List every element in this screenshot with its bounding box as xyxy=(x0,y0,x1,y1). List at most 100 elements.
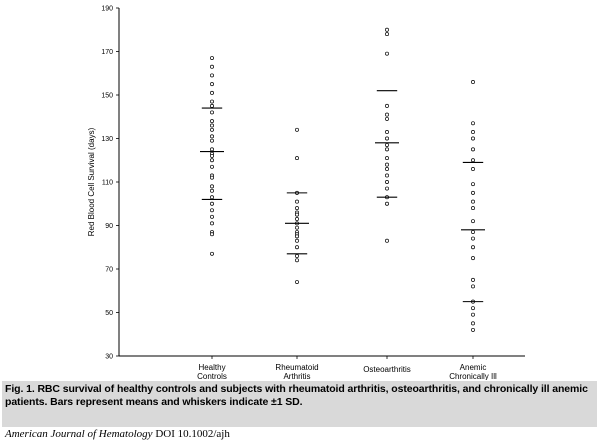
data-point xyxy=(471,256,475,261)
data-point xyxy=(295,258,299,263)
data-point xyxy=(210,73,214,78)
data-point xyxy=(385,103,389,108)
y-tick-label: 30 xyxy=(105,354,113,361)
data-point xyxy=(210,110,214,115)
data-point xyxy=(471,312,475,317)
data-point xyxy=(295,199,299,204)
data-point xyxy=(385,162,389,167)
data-point xyxy=(210,134,214,139)
data-point xyxy=(385,51,389,56)
data-point xyxy=(210,208,214,213)
data-point xyxy=(385,147,389,152)
data-point xyxy=(471,321,475,326)
caption-background xyxy=(2,381,597,427)
data-point xyxy=(385,27,389,32)
data-point xyxy=(471,327,475,332)
data-point xyxy=(471,230,475,234)
data-point xyxy=(385,32,389,37)
data-point xyxy=(210,82,214,87)
data-point xyxy=(471,245,475,250)
data-point xyxy=(471,206,475,211)
data-point xyxy=(471,182,475,187)
data-point xyxy=(295,217,299,221)
data-point xyxy=(295,127,299,132)
data-point xyxy=(210,153,214,158)
data-point xyxy=(210,221,214,226)
data-point xyxy=(295,206,299,211)
y-tick-label: 90 xyxy=(105,223,113,230)
data-point xyxy=(295,212,299,217)
journal-citation: American Journal of Hematology DOI 10.10… xyxy=(5,428,230,440)
y-axis-ticks: 30 50 70 90 110 130 150 170 190 xyxy=(101,6,474,361)
category-label: Rheumatoid xyxy=(275,363,318,372)
data-point xyxy=(210,64,214,69)
data-point xyxy=(210,232,214,237)
data-point xyxy=(210,138,214,143)
data-point xyxy=(471,306,475,311)
category-label: Arthritis xyxy=(283,372,310,380)
data-point xyxy=(385,186,389,191)
data-point xyxy=(210,99,214,104)
data-point xyxy=(210,103,214,108)
category-label: Osteoarthritis xyxy=(363,365,411,374)
plot-axes xyxy=(118,8,525,357)
data-point xyxy=(385,173,389,178)
data-point xyxy=(471,136,475,141)
data-point xyxy=(210,201,214,206)
data-point xyxy=(295,234,299,239)
category-label: Healthy xyxy=(198,363,225,372)
data-point xyxy=(210,158,214,163)
data-point xyxy=(295,156,299,161)
category-label: Chronically Ill xyxy=(449,372,497,380)
journal-doi: DOI 10.1002/ajh xyxy=(155,428,230,440)
data-point xyxy=(471,190,475,195)
data-point xyxy=(210,184,214,189)
data-point xyxy=(210,195,214,200)
data-point xyxy=(295,245,299,250)
y-tick-label: 70 xyxy=(105,267,113,274)
data-point xyxy=(471,219,475,224)
data-point xyxy=(471,130,475,134)
data-points xyxy=(210,27,475,332)
figure-caption: Fig. 1. RBC survival of healthy controls… xyxy=(5,383,588,408)
data-point xyxy=(385,156,389,161)
journal-name: American Journal of Hematology xyxy=(5,428,153,440)
data-point xyxy=(295,253,299,258)
data-point xyxy=(210,214,214,219)
data-point xyxy=(210,175,214,180)
data-point xyxy=(471,147,475,152)
data-point xyxy=(295,238,299,243)
mean-sd-bars xyxy=(200,90,485,303)
data-point xyxy=(295,280,299,284)
y-tick-label: 50 xyxy=(105,310,113,317)
data-point xyxy=(471,277,475,282)
data-point xyxy=(210,90,214,95)
data-point xyxy=(471,166,475,171)
data-point xyxy=(210,127,214,132)
data-point xyxy=(385,112,389,117)
data-point xyxy=(210,147,214,152)
data-point xyxy=(385,143,389,147)
data-point xyxy=(385,201,389,206)
data-point xyxy=(471,158,475,163)
data-point xyxy=(210,119,214,124)
data-point xyxy=(210,251,214,256)
data-point xyxy=(385,180,389,184)
data-point xyxy=(295,225,299,230)
data-point xyxy=(210,56,214,60)
data-point xyxy=(385,116,389,121)
y-tick-label: 150 xyxy=(101,93,113,100)
data-point xyxy=(210,164,214,169)
category-label: Controls xyxy=(197,372,227,380)
y-tick-label: 110 xyxy=(102,180,113,187)
y-tick-label: 130 xyxy=(101,136,113,143)
data-point xyxy=(471,121,475,126)
data-point xyxy=(471,199,475,204)
data-point xyxy=(471,79,475,84)
data-point xyxy=(385,136,389,141)
data-point xyxy=(385,166,389,171)
data-point xyxy=(210,123,214,128)
category-label: Anemic xyxy=(460,363,487,372)
y-tick-label: 190 xyxy=(101,6,113,13)
